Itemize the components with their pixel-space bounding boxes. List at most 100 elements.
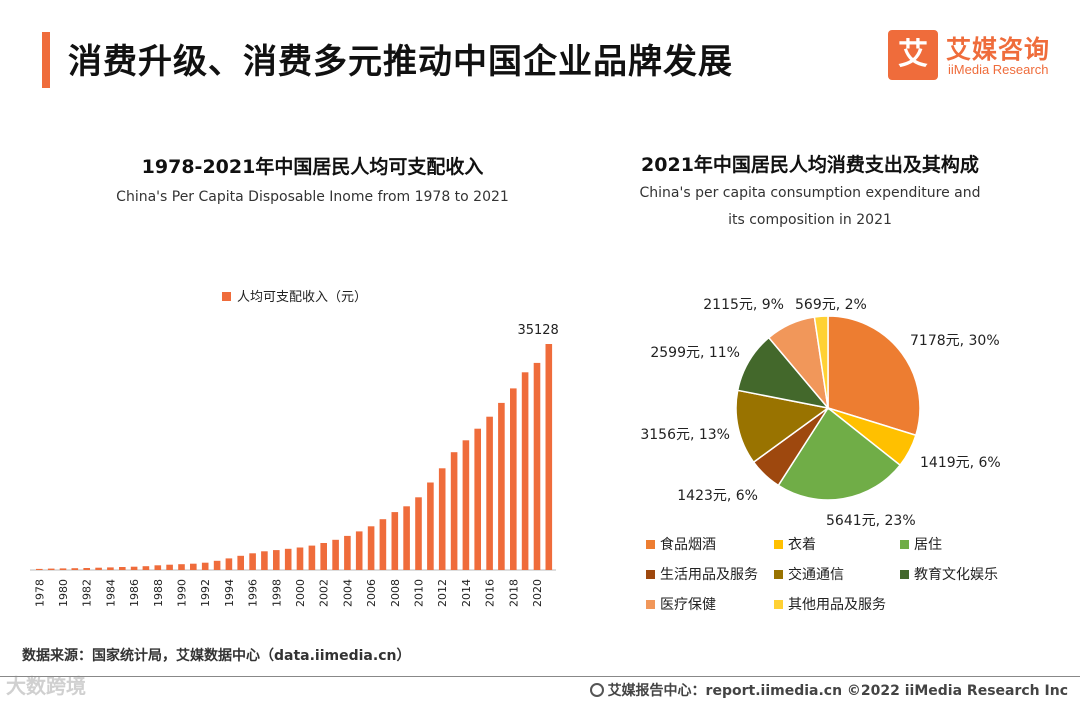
legend-swatch xyxy=(774,570,783,579)
pie-value-label: 2115元, 9% xyxy=(703,297,784,313)
income-bar-1993 xyxy=(213,560,221,570)
right-chart-subtitle: China's per capita consumption expenditu… xyxy=(600,180,1020,234)
income-bar-1987 xyxy=(142,566,150,570)
income-bar-1984 xyxy=(107,567,114,570)
logo-en-text: iiMedia Research xyxy=(948,62,1049,77)
bar-tick-label: 2008 xyxy=(389,579,402,607)
legend-swatch xyxy=(646,570,655,579)
pie-slice-食品烟酒 xyxy=(827,315,921,437)
income-bar-1981 xyxy=(71,568,79,570)
pie-slice-生活用品及服务 xyxy=(752,407,829,487)
footer-credit: 艾媒报告中心：report.iimedia.cn ©2022 iiMedia R… xyxy=(589,680,1068,700)
bar-value-label: 35128 xyxy=(517,323,558,338)
pie-slice-衣着 xyxy=(827,407,917,467)
income-bar-2012 xyxy=(438,468,446,570)
income-bar-2006 xyxy=(367,526,375,570)
bar-tick-label: 1980 xyxy=(57,579,70,607)
income-bar-1978 xyxy=(36,568,43,570)
income-bar-1990 xyxy=(178,564,185,570)
bar-tick-label: 2004 xyxy=(341,579,354,607)
bar-tick-label: 1982 xyxy=(81,579,94,607)
bar-tick-label: 1990 xyxy=(176,579,189,607)
income-bar-2016 xyxy=(486,416,493,570)
pie-value-label: 3156元, 13% xyxy=(640,427,730,443)
bar-tick-label: 2012 xyxy=(436,579,449,607)
bar-tick-label: 2006 xyxy=(365,579,378,607)
income-bar-1991 xyxy=(190,563,197,570)
bar-tick-label: 1992 xyxy=(199,579,212,607)
legend-label: 医疗保健 xyxy=(660,597,716,613)
bar-tick-label: 2020 xyxy=(531,579,544,607)
bar-tick-label: 2010 xyxy=(413,579,426,607)
income-bar-1995 xyxy=(237,555,244,570)
income-bar-2013 xyxy=(450,452,458,570)
bar-tick-label: 1986 xyxy=(128,579,141,607)
income-bar-1994 xyxy=(225,558,233,570)
right-chart-subtitle-line2: its composition in 2021 xyxy=(728,212,892,228)
income-bar-1999 xyxy=(284,548,292,570)
left-chart-subtitle: China's Per Capita Disposable Inome from… xyxy=(116,189,509,205)
pie-slice-居住 xyxy=(777,406,902,501)
income-bar-1985 xyxy=(119,567,126,570)
left-chart-title: 1978-2021年中国居民人均可支配收入 xyxy=(141,156,484,178)
income-bar-2015 xyxy=(474,428,481,570)
bar-tick-label: 2018 xyxy=(507,579,520,607)
bar-tick-label: 1996 xyxy=(247,579,260,607)
legend-label: 其他用品及服务 xyxy=(788,597,886,613)
income-bar-2014 xyxy=(462,440,470,570)
income-bar-2021 xyxy=(545,344,553,570)
income-bar-2000 xyxy=(296,547,304,570)
iimedia-logo: 艾 艾媒咨询 iiMedia Research xyxy=(888,30,1068,82)
logo-cn-text: 艾媒咨询 xyxy=(946,35,1051,64)
income-bar-1997 xyxy=(261,551,268,570)
income-bar-1998 xyxy=(273,550,280,570)
legend-swatch xyxy=(646,540,655,549)
income-bar-1980 xyxy=(59,568,67,570)
income-bar-2019 xyxy=(521,372,529,570)
globe-icon xyxy=(589,683,604,697)
income-bar-2011 xyxy=(427,482,434,570)
bar-tick-label: 1978 xyxy=(33,579,46,607)
title-accent-bar xyxy=(42,32,50,88)
pie-value-label: 1419元, 6% xyxy=(920,455,1001,471)
income-bar-2010 xyxy=(415,497,422,570)
bar-tick-label: 2000 xyxy=(294,579,307,607)
income-bar-1989 xyxy=(166,564,173,570)
income-bar-2018 xyxy=(510,388,517,570)
income-bar-1982 xyxy=(83,568,90,570)
income-bar-1988 xyxy=(154,565,162,570)
bar-tick-label: 1998 xyxy=(270,579,283,607)
income-bar-2007 xyxy=(379,519,387,570)
right-chart-subtitle-line1: China's per capita consumption expenditu… xyxy=(639,185,981,201)
bar-tick-label: 2016 xyxy=(484,579,497,607)
pie-value-label: 569元, 2% xyxy=(795,297,867,313)
income-bar-1986 xyxy=(130,566,138,570)
income-bar-2005 xyxy=(355,531,363,570)
logo-mark: 艾 xyxy=(888,30,938,80)
legend-label: 衣着 xyxy=(788,537,816,553)
bar-tick-label: 1988 xyxy=(152,579,165,607)
pie-slice-教育文化娱乐 xyxy=(736,336,830,410)
income-bar-2020 xyxy=(533,362,541,570)
legend-label: 交通通信 xyxy=(788,566,844,583)
bar-legend-swatch xyxy=(222,292,231,301)
pie-value-label: 7178元, 30% xyxy=(910,333,1000,349)
legend-label: 生活用品及服务 xyxy=(660,567,758,583)
income-bar-2004 xyxy=(344,535,351,570)
bar-tick-label: 2002 xyxy=(318,579,331,607)
legend-swatch xyxy=(900,540,909,549)
income-bar-2008 xyxy=(391,512,399,570)
page-title: 消费升级、消费多元推动中国企业品牌发展 xyxy=(68,42,733,82)
bar-tick-label: 1984 xyxy=(104,579,117,607)
income-bar-2003 xyxy=(332,539,339,570)
income-bar-1996 xyxy=(249,553,256,570)
income-bar-2002 xyxy=(320,543,327,570)
legend-swatch xyxy=(774,540,783,549)
income-bar-1992 xyxy=(201,562,209,570)
income-bar-2017 xyxy=(498,402,505,570)
legend-label: 教育文化娱乐 xyxy=(914,567,998,583)
legend-swatch xyxy=(900,570,909,579)
footer-divider xyxy=(0,676,1080,677)
